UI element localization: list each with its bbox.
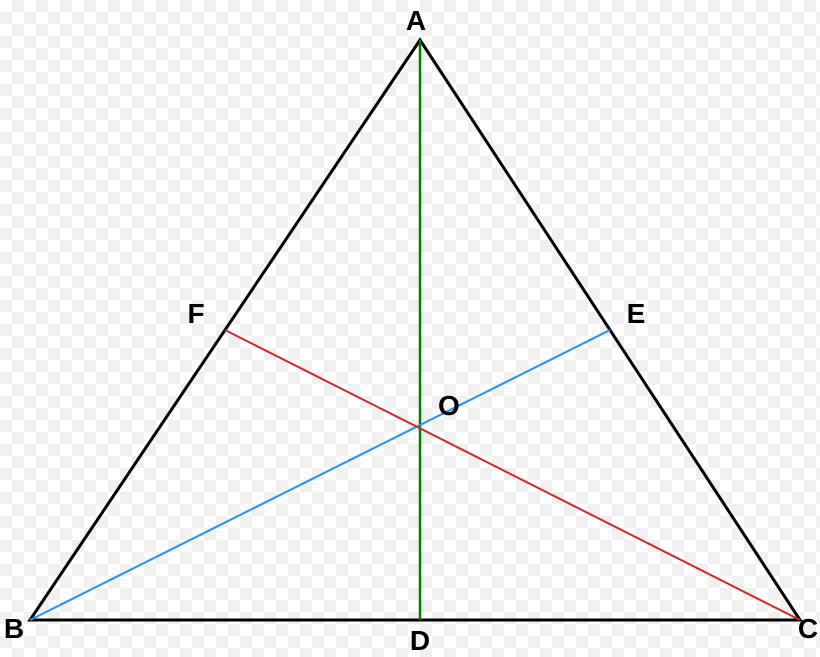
- label-D: D: [410, 625, 430, 656]
- label-O: O: [438, 390, 460, 421]
- labels-group: A B C D E F O: [4, 5, 818, 656]
- label-F: F: [187, 298, 204, 329]
- triangle-medians-diagram: A B C D E F O: [0, 0, 820, 657]
- median-CF: [225, 330, 800, 620]
- cevians-group: [30, 40, 800, 620]
- label-C: C: [798, 613, 818, 644]
- label-A: A: [406, 5, 426, 36]
- label-E: E: [627, 298, 646, 329]
- label-B: B: [4, 613, 24, 644]
- triangle-ABC: [30, 40, 800, 620]
- median-BE: [30, 330, 610, 620]
